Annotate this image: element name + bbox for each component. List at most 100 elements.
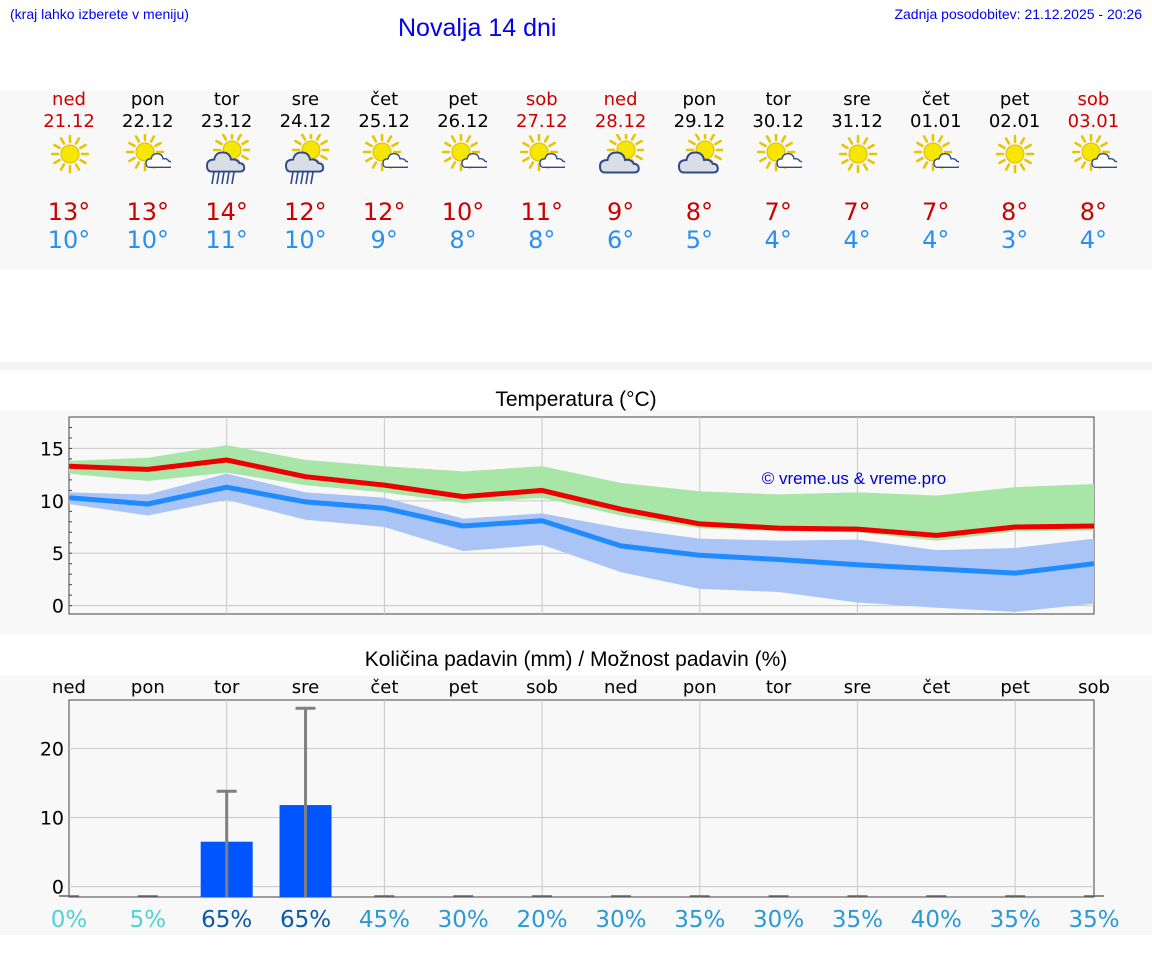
day-name: pet xyxy=(999,89,1030,110)
precip-probability: 35% xyxy=(832,907,883,933)
day-date: 24.12 xyxy=(279,111,332,132)
max-temperature: 13° xyxy=(47,198,91,226)
last-update-text: Zadnja posodobitev: 21.12.2025 - 20:26 xyxy=(894,6,1142,22)
section-separator xyxy=(0,362,1152,370)
day-name: sre xyxy=(843,89,871,110)
precip-day-label: pet xyxy=(448,677,478,698)
sun-cloud-icon xyxy=(756,134,802,172)
sun-cloud-icon xyxy=(1071,134,1117,172)
precip-day-label: sob xyxy=(1078,677,1110,698)
max-temperature: 8° xyxy=(1000,198,1029,226)
min-temperature: 8° xyxy=(449,226,477,254)
sun-cloud-rain-icon xyxy=(284,134,329,185)
y-tick-label: 10 xyxy=(40,491,64,513)
max-temperature: 9° xyxy=(606,198,635,226)
page-title: Novalja 14 dni xyxy=(398,14,557,42)
y-tick-label: 5 xyxy=(52,543,64,565)
min-temperature-line xyxy=(68,484,1095,576)
day-date: 01.01 xyxy=(910,111,962,132)
max-temperature: 12° xyxy=(284,198,327,226)
y-tick-label: 15 xyxy=(40,438,64,460)
max-temperature: 7° xyxy=(922,198,950,226)
sun-cloud-icon xyxy=(520,134,566,172)
sun-big-cloud-icon xyxy=(677,134,723,174)
day-name: čet xyxy=(370,89,399,110)
temperature-chart-title: Temperatura (°C) xyxy=(495,388,657,411)
sun-cloud-rain-icon xyxy=(206,134,251,185)
sun-cloud-icon xyxy=(441,134,487,172)
precip-day-label: sre xyxy=(844,677,871,698)
max-temperature: 11° xyxy=(520,198,564,226)
day-date: 21.12 xyxy=(43,111,95,132)
day-name: tor xyxy=(213,89,240,110)
day-date: 03.01 xyxy=(1067,111,1120,132)
min-temperature: 4° xyxy=(843,226,871,254)
min-temperature: 10° xyxy=(284,226,327,254)
day-date: 28.12 xyxy=(594,111,647,132)
precipitation-chart-title: Količina padavin (mm) / Možnost padavin … xyxy=(364,648,788,671)
precip-probability: 20% xyxy=(517,907,568,933)
day-name: sob xyxy=(525,89,558,110)
precip-day-label: pon xyxy=(131,677,165,698)
day-date: 22.12 xyxy=(122,111,174,132)
max-temperature-line xyxy=(68,457,1095,538)
max-temperature: 10° xyxy=(441,198,485,226)
max-temperature: 7° xyxy=(843,198,871,226)
day-name: tor xyxy=(765,89,791,110)
sun-icon xyxy=(50,134,89,174)
precip-probability: 30% xyxy=(438,907,489,933)
min-temperature: 4° xyxy=(764,226,792,254)
sun-icon xyxy=(995,134,1035,174)
max-temperature: 7° xyxy=(764,198,792,226)
precip-day-label: tor xyxy=(766,677,792,698)
y-tick-label: 10 xyxy=(40,808,64,830)
precip-probability: 65% xyxy=(201,907,252,933)
day-name: ned xyxy=(603,89,638,110)
max-temperature: 12° xyxy=(362,198,406,226)
min-temperature: 4° xyxy=(922,226,950,254)
min-temperature: 4° xyxy=(1079,226,1108,254)
max-temperature: 13° xyxy=(126,198,170,226)
sun-cloud-icon xyxy=(126,134,172,172)
max-temperature: 8° xyxy=(1079,198,1108,226)
y-tick-label: 0 xyxy=(52,877,64,899)
precip-day-label: ned xyxy=(604,677,638,698)
precip-probability: 0% xyxy=(51,907,88,933)
day-date: 29.12 xyxy=(673,111,726,132)
day-date: 31.12 xyxy=(831,111,883,132)
day-date: 02.01 xyxy=(988,111,1041,132)
region-menu-hint: (kraj lahko izberete v meniju) xyxy=(10,6,189,22)
min-temperature: 11° xyxy=(205,226,248,254)
precip-probability: 35% xyxy=(674,907,725,933)
min-temperature: 8° xyxy=(528,226,556,254)
sun-cloud-icon xyxy=(914,134,960,172)
precip-probability: 40% xyxy=(911,907,962,933)
sun-cloud-icon xyxy=(362,134,408,172)
day-date: 30.12 xyxy=(752,111,804,132)
day-date: 26.12 xyxy=(437,111,489,132)
precip-day-label: sre xyxy=(292,677,319,698)
precip-day-label: tor xyxy=(214,677,240,698)
temperature-chart: 0 5 10 15 © vreme.us & vreme.pro xyxy=(40,416,1095,618)
min-temperature: 6° xyxy=(606,226,635,254)
precip-day-label: ned xyxy=(52,677,86,698)
precip-day-label: sob xyxy=(526,677,558,698)
precip-probability: 5% xyxy=(130,907,167,933)
day-name: pon xyxy=(130,89,165,110)
day-name: ned xyxy=(52,89,86,110)
precip-probability: 35% xyxy=(1068,907,1119,933)
min-temperature: 3° xyxy=(1000,226,1029,254)
min-temperature: 10° xyxy=(47,226,91,254)
precip-day-label: čet xyxy=(922,677,950,698)
min-temperature: 10° xyxy=(126,226,170,254)
precip-day-label: pon xyxy=(683,677,717,698)
sun-icon xyxy=(838,134,877,174)
max-temperature: 14° xyxy=(205,198,248,226)
daily-forecast-strip: ned 21.12 13° 10° pon 22.12 13° 10° tor … xyxy=(0,90,1152,270)
day-name: čet xyxy=(921,89,950,110)
precip-probability: 45% xyxy=(359,907,410,933)
day-name: pet xyxy=(448,89,478,110)
max-temperature: 8° xyxy=(685,198,714,226)
min-temperature: 5° xyxy=(685,226,714,254)
max-band-upper xyxy=(69,445,1094,541)
